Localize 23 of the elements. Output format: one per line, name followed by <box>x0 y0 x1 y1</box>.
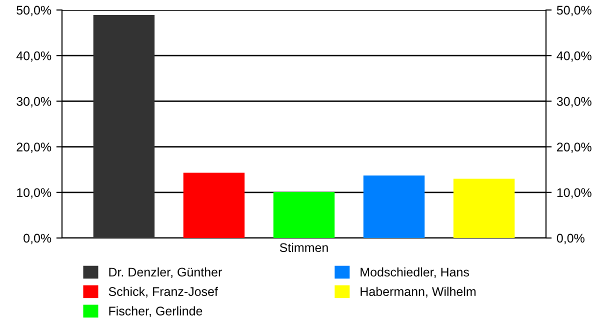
y-tick-label: 50,0% <box>16 6 52 16</box>
x-tick-label: Stimmen <box>280 242 328 252</box>
legend-label: Dr. Denzler, Günther <box>109 267 222 278</box>
text: 20,0% <box>557 142 592 153</box>
y-tick-label: 30,0% <box>16 97 52 108</box>
bar <box>453 178 515 238</box>
legend-label: Modschiedler, Hans <box>360 267 469 278</box>
text: 10,0% <box>557 188 592 199</box>
legend-label: Habermann, Wilhelm <box>360 286 476 298</box>
text: 50,0% <box>556 6 592 16</box>
bar <box>363 176 425 238</box>
legend-label: Schick, Franz-Josef <box>108 286 218 298</box>
text: 40,0% <box>556 51 592 62</box>
y-tick-label: 10,0% <box>17 188 52 199</box>
text: 30,0% <box>556 97 592 108</box>
y-tick-label: 40,0% <box>16 51 52 62</box>
bar <box>93 15 155 238</box>
y-tick-label: 20,0% <box>16 142 52 153</box>
bar <box>273 192 335 238</box>
bar <box>183 172 245 238</box>
legend-label: Fischer, Gerlinde <box>109 306 202 317</box>
text: 0,0% <box>556 234 584 244</box>
y-tick-label: 0,0% <box>24 234 52 244</box>
